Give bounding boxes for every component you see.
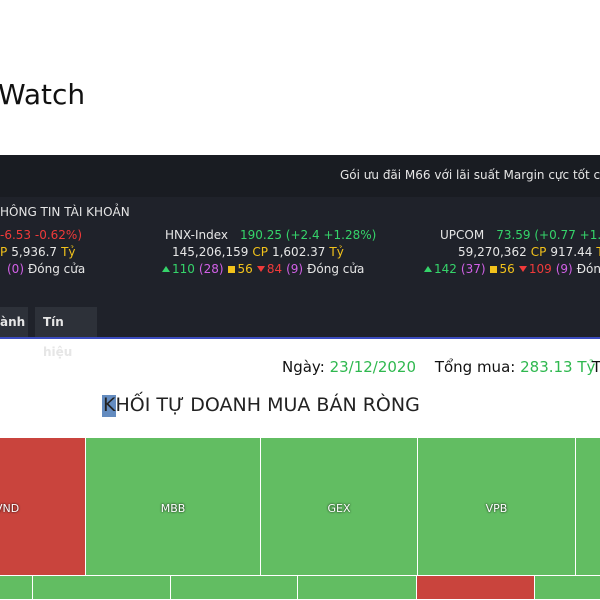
tile-label: VND [0,502,20,515]
volume-unit: CP [530,245,547,259]
index-row: (0) Đóng cửa [7,262,89,276]
index-row: 110 (28) 56 84 (9) Đóng cửa [162,262,368,276]
unchanged: (0) [7,262,24,276]
buy-label: Tổng mua: [434,358,516,376]
tile[interactable] [32,575,171,600]
down-icon [518,266,527,272]
value-unit: Tỷ [329,245,344,259]
index-change: 190.25 (+2.4 +1.28%) [240,228,377,242]
tab[interactable]: Tín hiệu [35,307,97,359]
status: Đóng cửa [28,262,86,276]
index-change: -6.53 -0.62%) [0,228,82,242]
index-change: 73.59 (+0.77 +1.06% [496,228,600,242]
tile-label: GEX [327,502,351,515]
account-title: HÔNG TIN TÀI KHOẢN [0,205,130,219]
up-icon [424,266,432,272]
ceiling: (28) [198,262,224,276]
date-label: Ngày: [282,358,325,376]
tile-label: VPB [485,502,508,515]
down-icon [256,266,265,272]
value: 1,602.37 [271,245,326,259]
volume: 145,206,159 [172,245,249,259]
banner-text: Gói ưu đãi M66 với lãi suất Margin cực t… [340,168,600,182]
volume-unit: CP [252,245,268,259]
tile[interactable] [297,575,417,600]
summary: Ngày: 23/12/2020 Tổng mua: 283.13 Tỷ [282,358,595,376]
tile-label: MBB [160,502,186,515]
section-heading: KHỐI TỰ DOANH MUA BÁN RÒNG [103,394,420,416]
status: Đóng [576,262,600,276]
next-label: T [592,358,600,376]
volume: 59,270,362 [458,245,527,259]
tab-underline [0,337,600,339]
text-selection [102,395,116,417]
tile[interactable] [416,575,535,600]
tile[interactable]: MBB [85,437,261,576]
page-title: Watch [0,78,86,111]
treemap: VND MBB GEX VPB [0,437,600,600]
value-unit: Tỷ [61,245,76,259]
index-name: HNX-Index [165,228,228,242]
buy-total: 283.13 Tỷ [520,358,596,376]
banner-bar: Gói ưu đãi M66 với lãi suất Margin cực t… [0,155,600,197]
volume-unit: P [0,245,8,259]
flat-icon [227,266,235,273]
index-row: -6.53 -0.62%) [0,228,86,242]
index-row: P 5,936.7 Tỷ [0,245,80,259]
index-row: HNX-Index 190.25 (+2.4 +1.28%) [165,228,380,242]
tile[interactable]: VPB [417,437,576,576]
tile[interactable] [575,437,600,576]
market-panel [0,197,600,338]
unchanged: 56 [499,262,515,276]
floor: (9) [555,262,573,276]
floor: (9) [286,262,304,276]
value: 5,936.7 [11,245,58,259]
value: 917.44 [550,245,593,259]
tile[interactable] [534,575,600,600]
date: 23/12/2020 [329,358,417,376]
flat-icon [489,266,497,273]
advances: 110 [172,262,195,276]
tile[interactable]: GEX [260,437,418,576]
declines: 84 [266,262,283,276]
index-name: UPCOM [440,228,485,242]
ceiling: (37) [460,262,486,276]
value-unit: Tỷ [596,245,600,259]
advances: 142 [434,262,457,276]
tile[interactable] [0,575,33,600]
index-row: 142(37) 56 109(9)Đóng [424,262,600,276]
tab[interactable]: ành [0,307,28,337]
unchanged: 56 [237,262,253,276]
status: Đóng cửa [307,262,365,276]
index-row: UPCOM 73.59 (+0.77 +1.06% [440,228,600,242]
index-row: 145,206,159 CP 1,602.37 Tỷ [172,245,348,259]
tile[interactable] [170,575,298,600]
tile[interactable]: VND [0,437,86,576]
declines: 109 [528,262,552,276]
up-icon [162,266,170,272]
